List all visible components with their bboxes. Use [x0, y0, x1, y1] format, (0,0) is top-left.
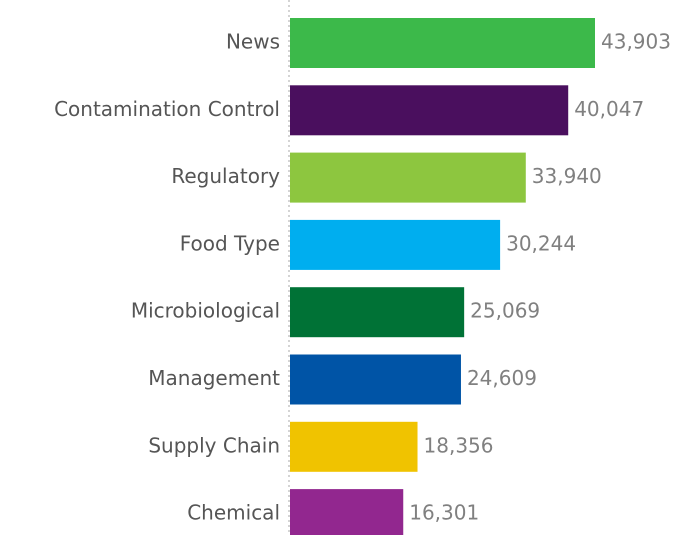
bar [290, 287, 465, 338]
value-label: 40,047 [574, 97, 644, 121]
category-label: Chemical [187, 501, 280, 525]
bar [290, 18, 595, 68]
category-label: Microbiological [131, 299, 280, 323]
value-label: 18,356 [424, 433, 494, 457]
category-label: Supply Chain [148, 433, 280, 457]
bar [290, 354, 461, 405]
value-label: 30,244 [506, 231, 576, 255]
category-label: Regulatory [171, 164, 280, 188]
category-label: Food Type [180, 231, 280, 255]
bar [290, 219, 501, 270]
bar [290, 85, 569, 136]
category-label: Contamination Control [54, 97, 280, 121]
bar [290, 421, 418, 472]
value-label: 43,903 [601, 30, 671, 54]
value-label: 33,940 [532, 164, 602, 188]
value-label: 24,609 [467, 366, 537, 390]
bar [290, 489, 404, 535]
bar [290, 152, 526, 203]
category-label: Management [148, 366, 280, 390]
category-label: News [226, 30, 280, 54]
value-label: 25,069 [470, 299, 540, 323]
value-label: 16,301 [409, 501, 479, 525]
